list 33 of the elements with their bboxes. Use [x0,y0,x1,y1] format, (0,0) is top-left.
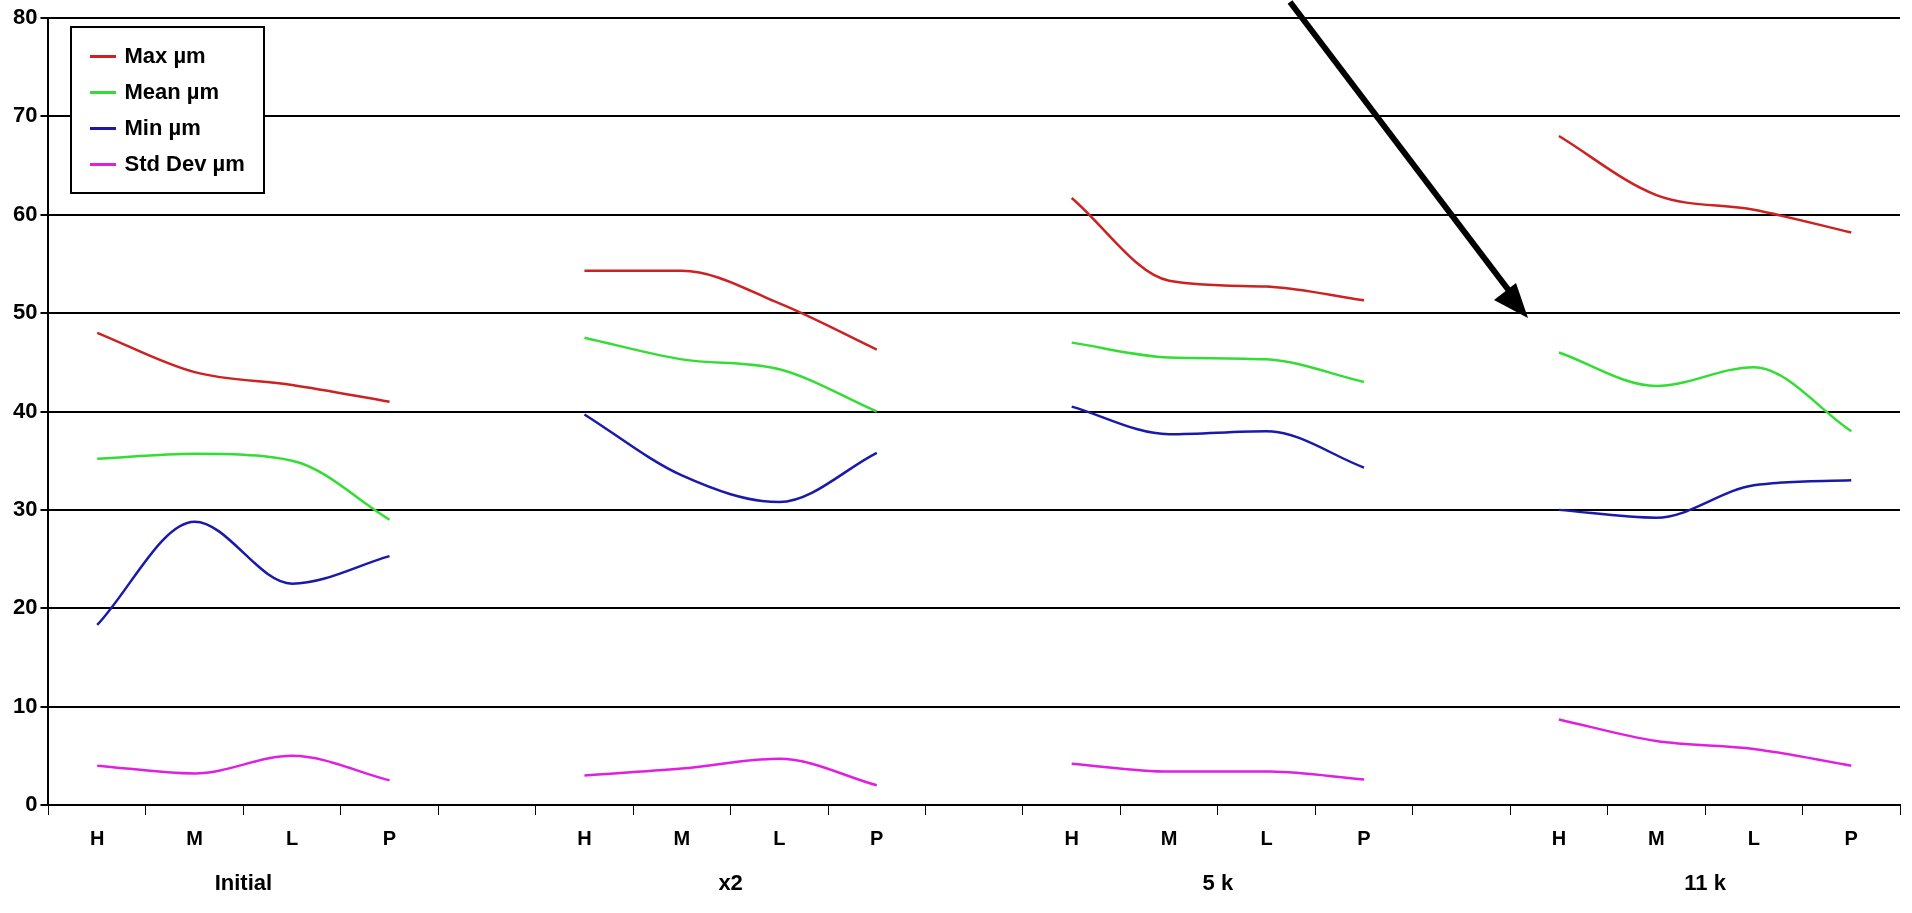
x-tick-label: M [1648,826,1665,849]
legend-label: Min µm [124,115,201,141]
text: Initial [214,870,273,896]
y-tick-label: 80 [12,4,38,30]
x-tick-label: L [773,826,786,849]
y-tick-label: 20 [12,594,38,620]
x-tick-label: H [1064,826,1079,849]
y-tick-label: 10 [12,692,38,718]
x-tick-label: L [1747,826,1760,849]
x-tick-label: H [1551,826,1567,849]
x-tick-label: H [577,826,592,849]
text: x2 [718,870,743,896]
y-tick-label: 30 [12,495,38,521]
x-tick-label: P [1357,826,1371,849]
x-tick-label: L [1260,826,1273,849]
x-tick-label: M [673,826,691,849]
y-tick-label: 70 [12,102,38,128]
x-tick-label: M [1160,826,1178,849]
x-tick-label: P [382,826,397,849]
x-tick-label: M [186,826,203,849]
text: 5 k [1202,870,1234,896]
x-tick-label: P [1844,826,1858,849]
y-tick-label: 60 [12,200,38,226]
text: 11 k [1684,870,1727,896]
x-tick-label: L [285,826,299,849]
x-tick-label: P [870,826,884,849]
y-tick-label: 0 [25,791,38,817]
legend-label: Mean µm [124,79,220,105]
y-tick-label: 50 [12,299,38,325]
y-tick-label: 40 [12,397,38,423]
legend-label: Max µm [124,43,206,69]
x-tick-label: H [89,826,105,849]
legend-label: Std Dev µm [124,151,245,177]
